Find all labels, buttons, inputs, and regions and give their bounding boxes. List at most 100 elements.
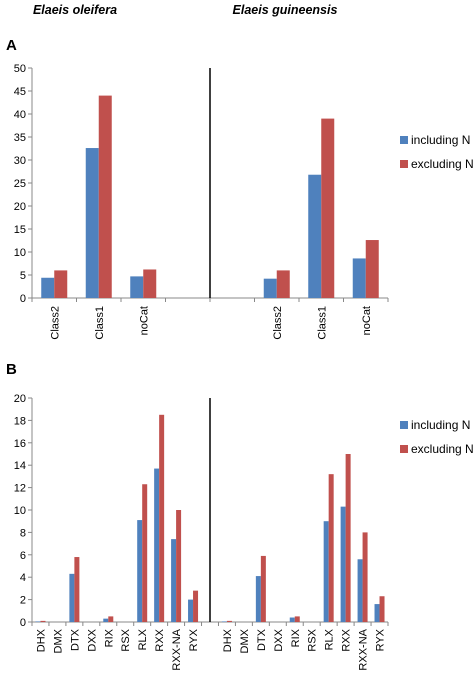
legend-label: including N [411, 133, 470, 147]
x-tick-label: Class2 [272, 306, 284, 340]
bar-excluding [176, 510, 182, 622]
x-tick-label: RLX [324, 628, 336, 650]
y-tick-label: 20 [14, 393, 26, 405]
x-tick-label: RYX [188, 628, 200, 651]
y-tick-label: 16 [14, 438, 26, 450]
legend-label: including N [411, 418, 470, 432]
y-tick-label: 5 [20, 270, 26, 282]
x-tick-label: DMX [52, 628, 64, 653]
y-tick-label: 30 [14, 155, 26, 167]
bar-excluding [379, 596, 385, 622]
legend-swatch [400, 160, 408, 168]
bar-including [85, 148, 99, 298]
y-tick-label: 40 [14, 109, 26, 121]
x-tick-label: RXX-NA [358, 628, 370, 670]
bar-excluding [40, 620, 46, 622]
bar-including [154, 468, 160, 622]
legend-label: excluding N [411, 157, 473, 171]
species-label-left: Elaeis oleifera [33, 3, 117, 17]
x-tick-label: RSX [307, 628, 319, 651]
x-tick-label: noCat [361, 306, 373, 335]
bar-excluding [108, 616, 114, 622]
y-tick-label: 35 [14, 132, 26, 144]
bar-excluding [143, 269, 157, 298]
bar-excluding [98, 95, 112, 298]
bar-excluding [294, 616, 300, 622]
bar-excluding [193, 590, 199, 622]
panel-b-label: B [6, 361, 17, 378]
legend-label: excluding N [411, 442, 473, 456]
legend-swatch [400, 421, 408, 429]
y-tick-label: 25 [14, 178, 26, 190]
bar-excluding [260, 555, 266, 622]
bar-including [137, 520, 143, 622]
bar-excluding [276, 270, 290, 298]
bar-including [340, 506, 346, 622]
bar-including [289, 617, 295, 622]
bar-excluding [362, 532, 368, 622]
x-tick-label: RYX [375, 628, 387, 651]
x-tick-label: DXX [273, 628, 285, 651]
x-tick-label: Class2 [49, 306, 61, 340]
chart-b: 0 2 4 6 8 10 12 14 16 18 20 DHX DMX DTX DXX RIX RSX RLX RX… [14, 393, 473, 671]
y-tick-label: 8 [20, 527, 26, 539]
bar-excluding [142, 484, 148, 622]
x-tick-label: DHX [222, 628, 234, 652]
bar-excluding [345, 454, 351, 622]
bar-including [263, 278, 277, 298]
x-tick-label: DMX [239, 628, 251, 653]
bar-excluding [74, 557, 80, 622]
bar-excluding [159, 414, 165, 622]
bar-including [323, 521, 329, 622]
bar-including [221, 621, 227, 622]
bar-excluding [365, 240, 379, 298]
bar-including [103, 618, 109, 622]
y-tick-label: 20 [14, 201, 26, 213]
bar-including [171, 539, 177, 622]
bar-including [308, 174, 322, 298]
bar-excluding [226, 620, 232, 622]
y-tick-label: 50 [14, 63, 26, 75]
bar-including [188, 599, 194, 622]
legend-swatch [400, 445, 408, 453]
y-tick-label: 6 [20, 550, 26, 562]
y-tick-label: 4 [20, 572, 26, 584]
bar-excluding [54, 270, 68, 298]
panel-a-label: A [6, 37, 17, 54]
bar-including [130, 276, 144, 298]
y-tick-label: 2 [20, 595, 26, 607]
y-tick-label: 10 [14, 505, 26, 517]
y-tick-label: 15 [14, 224, 26, 236]
bar-excluding [321, 118, 335, 298]
y-tick-label: 12 [14, 483, 26, 495]
legend-swatch [400, 136, 408, 144]
x-tick-label: Class1 [316, 306, 328, 340]
y-tick-label: 0 [20, 293, 26, 305]
bar-including [35, 621, 41, 622]
bar-excluding [328, 474, 334, 622]
bar-including [357, 559, 363, 622]
bar-including [41, 277, 55, 298]
y-tick-label: 14 [14, 460, 26, 472]
y-tick-label: 18 [14, 415, 26, 427]
x-tick-label: RLX [137, 628, 149, 650]
x-tick-label: RIX [290, 628, 302, 647]
x-tick-label: DHX [35, 628, 47, 652]
x-tick-label: DTX [256, 628, 268, 651]
bar-including [69, 573, 75, 622]
y-tick-label: 0 [20, 617, 26, 629]
species-label-right: Elaeis guineensis [233, 3, 338, 17]
x-tick-label: DXX [86, 628, 98, 651]
x-tick-label: RXX [154, 628, 166, 651]
x-tick-label: RXX-NA [171, 628, 183, 670]
x-tick-label: RIX [103, 628, 115, 647]
bar-including [255, 576, 261, 622]
bar-including [374, 604, 380, 622]
x-tick-label: Class1 [94, 306, 106, 340]
x-tick-label: DTX [69, 628, 81, 651]
x-tick-label: RSX [120, 628, 132, 651]
chart-a: 0 5 10 15 20 25 30 35 40 45 50 Class2 Class1 noCat Cla… [14, 63, 473, 340]
y-tick-label: 10 [14, 247, 26, 259]
x-tick-label: RXX [341, 628, 353, 651]
